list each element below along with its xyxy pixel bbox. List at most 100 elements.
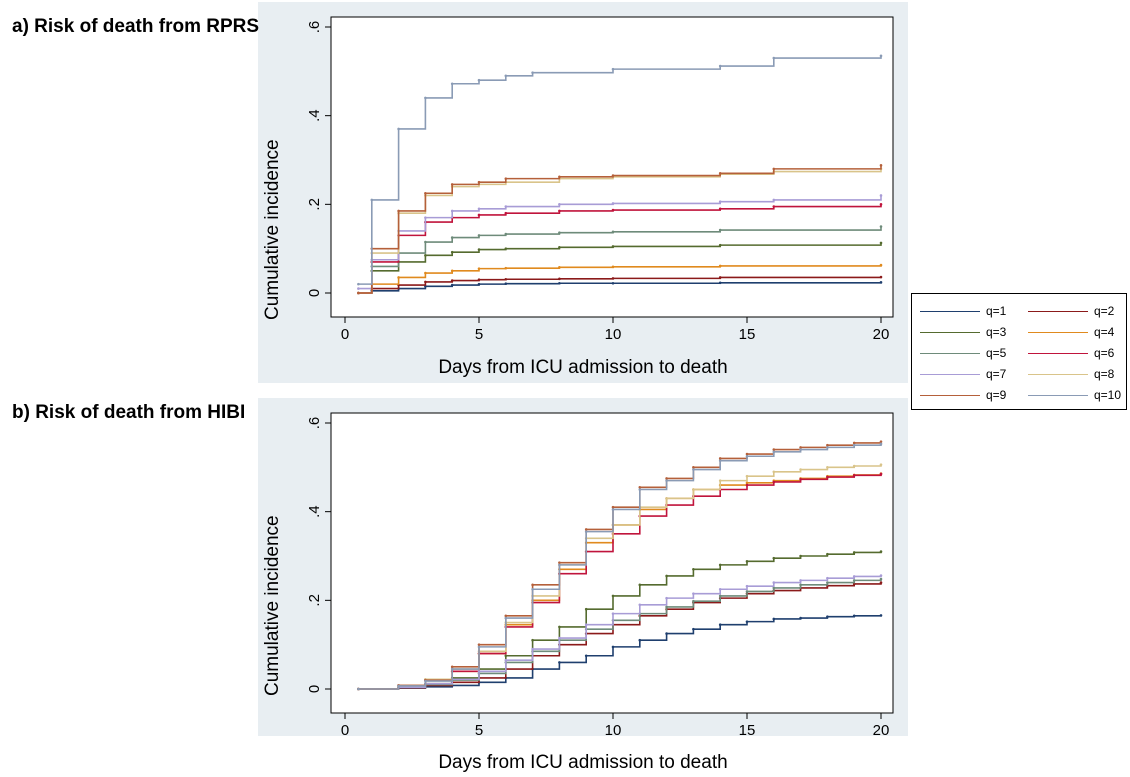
series-point-q=6 — [826, 475, 829, 479]
series-point-q=5 — [692, 599, 695, 603]
y-tick-label: .6 — [306, 21, 323, 34]
series-point-q=1 — [638, 638, 642, 642]
series-point-q=7 — [826, 576, 829, 580]
series-point-q=10 — [450, 82, 454, 86]
series-point-q=9 — [450, 183, 454, 186]
series-point-q=9 — [852, 441, 856, 445]
series-point-q=2 — [611, 277, 615, 280]
series-point-q=1 — [611, 645, 615, 649]
legend-item: q=7 — [920, 364, 1020, 384]
x-tick-label: 0 — [341, 722, 349, 739]
legend-swatch — [1028, 374, 1088, 375]
series-point-q=7 — [772, 198, 776, 202]
series-point-q=7 — [611, 202, 615, 205]
series-point-q=8 — [772, 470, 776, 474]
series-point-q=1 — [558, 661, 561, 664]
legend-label: q=3 — [986, 325, 1007, 339]
series-point-q=3 — [665, 574, 668, 578]
series-point-q=5 — [718, 594, 722, 598]
series-point-q=1 — [718, 281, 722, 285]
series-point-q=1 — [799, 616, 802, 620]
series-point-q=8 — [692, 488, 695, 491]
series-point-q=1 — [450, 283, 454, 287]
series-point-q=10 — [879, 54, 883, 58]
series-point-q=10 — [638, 488, 642, 491]
series-point-q=3 — [879, 550, 883, 553]
series-point-q=10 — [357, 687, 360, 691]
series-point-q=7 — [558, 203, 561, 206]
series-point-q=3 — [584, 607, 588, 611]
series-point-q=3 — [826, 552, 829, 556]
series-point-q=4 — [611, 265, 615, 269]
legend-swatch — [1028, 332, 1088, 333]
series-point-q=7 — [665, 596, 668, 600]
series-point-q=7 — [799, 579, 802, 582]
series-point-q=4 — [718, 264, 722, 268]
series-point-q=3 — [558, 246, 561, 249]
series-point-q=9 — [504, 177, 508, 180]
x-tick-label: 20 — [873, 326, 890, 343]
legend-item: q=1 — [920, 301, 1020, 321]
series-point-q=5 — [718, 228, 722, 232]
x-tick-label: 5 — [475, 722, 483, 739]
series-point-q=5 — [477, 234, 481, 237]
series-point-q=3 — [638, 583, 642, 587]
series-point-q=10 — [504, 74, 508, 78]
series-point-q=10 — [424, 96, 427, 100]
series-line-q=10 — [358, 55, 882, 285]
series-point-q=5 — [424, 240, 427, 244]
series-point-q=3 — [692, 568, 695, 571]
series-point-q=6 — [745, 483, 749, 487]
series-point-q=9 — [424, 191, 427, 195]
legend-item: q=10 — [1028, 385, 1128, 405]
series-point-q=6 — [718, 207, 722, 211]
series-point-q=4 — [879, 263, 883, 267]
series-point-q=8 — [718, 479, 722, 482]
series-point-q=6 — [772, 205, 776, 208]
series-point-q=5 — [826, 581, 829, 584]
series-point-q=7 — [879, 194, 883, 197]
series-point-q=3 — [450, 250, 454, 254]
series-point-q=2 — [424, 280, 427, 284]
series-point-q=9 — [558, 175, 561, 179]
series-point-q=9 — [826, 443, 829, 447]
legend-label: q=2 — [1094, 304, 1115, 318]
series-point-q=9 — [772, 448, 776, 451]
series-point-q=4 — [504, 266, 508, 270]
series-point-q=7 — [772, 581, 776, 584]
series-point-q=1 — [558, 281, 561, 285]
series-point-q=8 — [879, 463, 883, 466]
series-point-q=10 — [558, 563, 561, 567]
legend-label: q=8 — [1094, 367, 1115, 381]
series-point-q=5 — [745, 590, 749, 593]
series-point-q=1 — [826, 615, 829, 619]
series-point-q=7 — [584, 623, 588, 627]
series-point-q=3 — [745, 560, 749, 563]
series-point-q=5 — [558, 231, 561, 235]
series-point-q=4 — [397, 276, 400, 279]
series-point-q=7 — [424, 216, 427, 219]
series-point-q=10 — [665, 479, 668, 482]
panel-b-x-axis-label: Days from ICU admission to death — [438, 752, 728, 773]
series-point-q=10 — [826, 446, 829, 449]
series-point-q=9 — [665, 477, 668, 480]
series-point-q=9 — [799, 446, 802, 449]
series-point-q=10 — [879, 442, 883, 446]
legend-item: q=9 — [920, 385, 1020, 405]
series-point-q=9 — [477, 180, 481, 184]
series-point-q=10 — [477, 78, 481, 82]
series-point-q=10 — [718, 459, 722, 462]
legend-label: q=4 — [1094, 325, 1115, 339]
series-point-q=2 — [558, 277, 561, 281]
series-point-q=7 — [477, 207, 481, 211]
legend-swatch — [920, 374, 980, 375]
legend-swatch — [1028, 311, 1088, 312]
legend-label: q=10 — [1094, 388, 1122, 402]
y-tick-label: .2 — [306, 594, 323, 607]
series-point-q=9 — [611, 174, 615, 177]
series-point-q=10 — [477, 645, 481, 649]
y-tick-label: .4 — [306, 109, 323, 122]
legend-label: q=5 — [986, 346, 1007, 360]
series-point-q=5 — [665, 605, 668, 609]
